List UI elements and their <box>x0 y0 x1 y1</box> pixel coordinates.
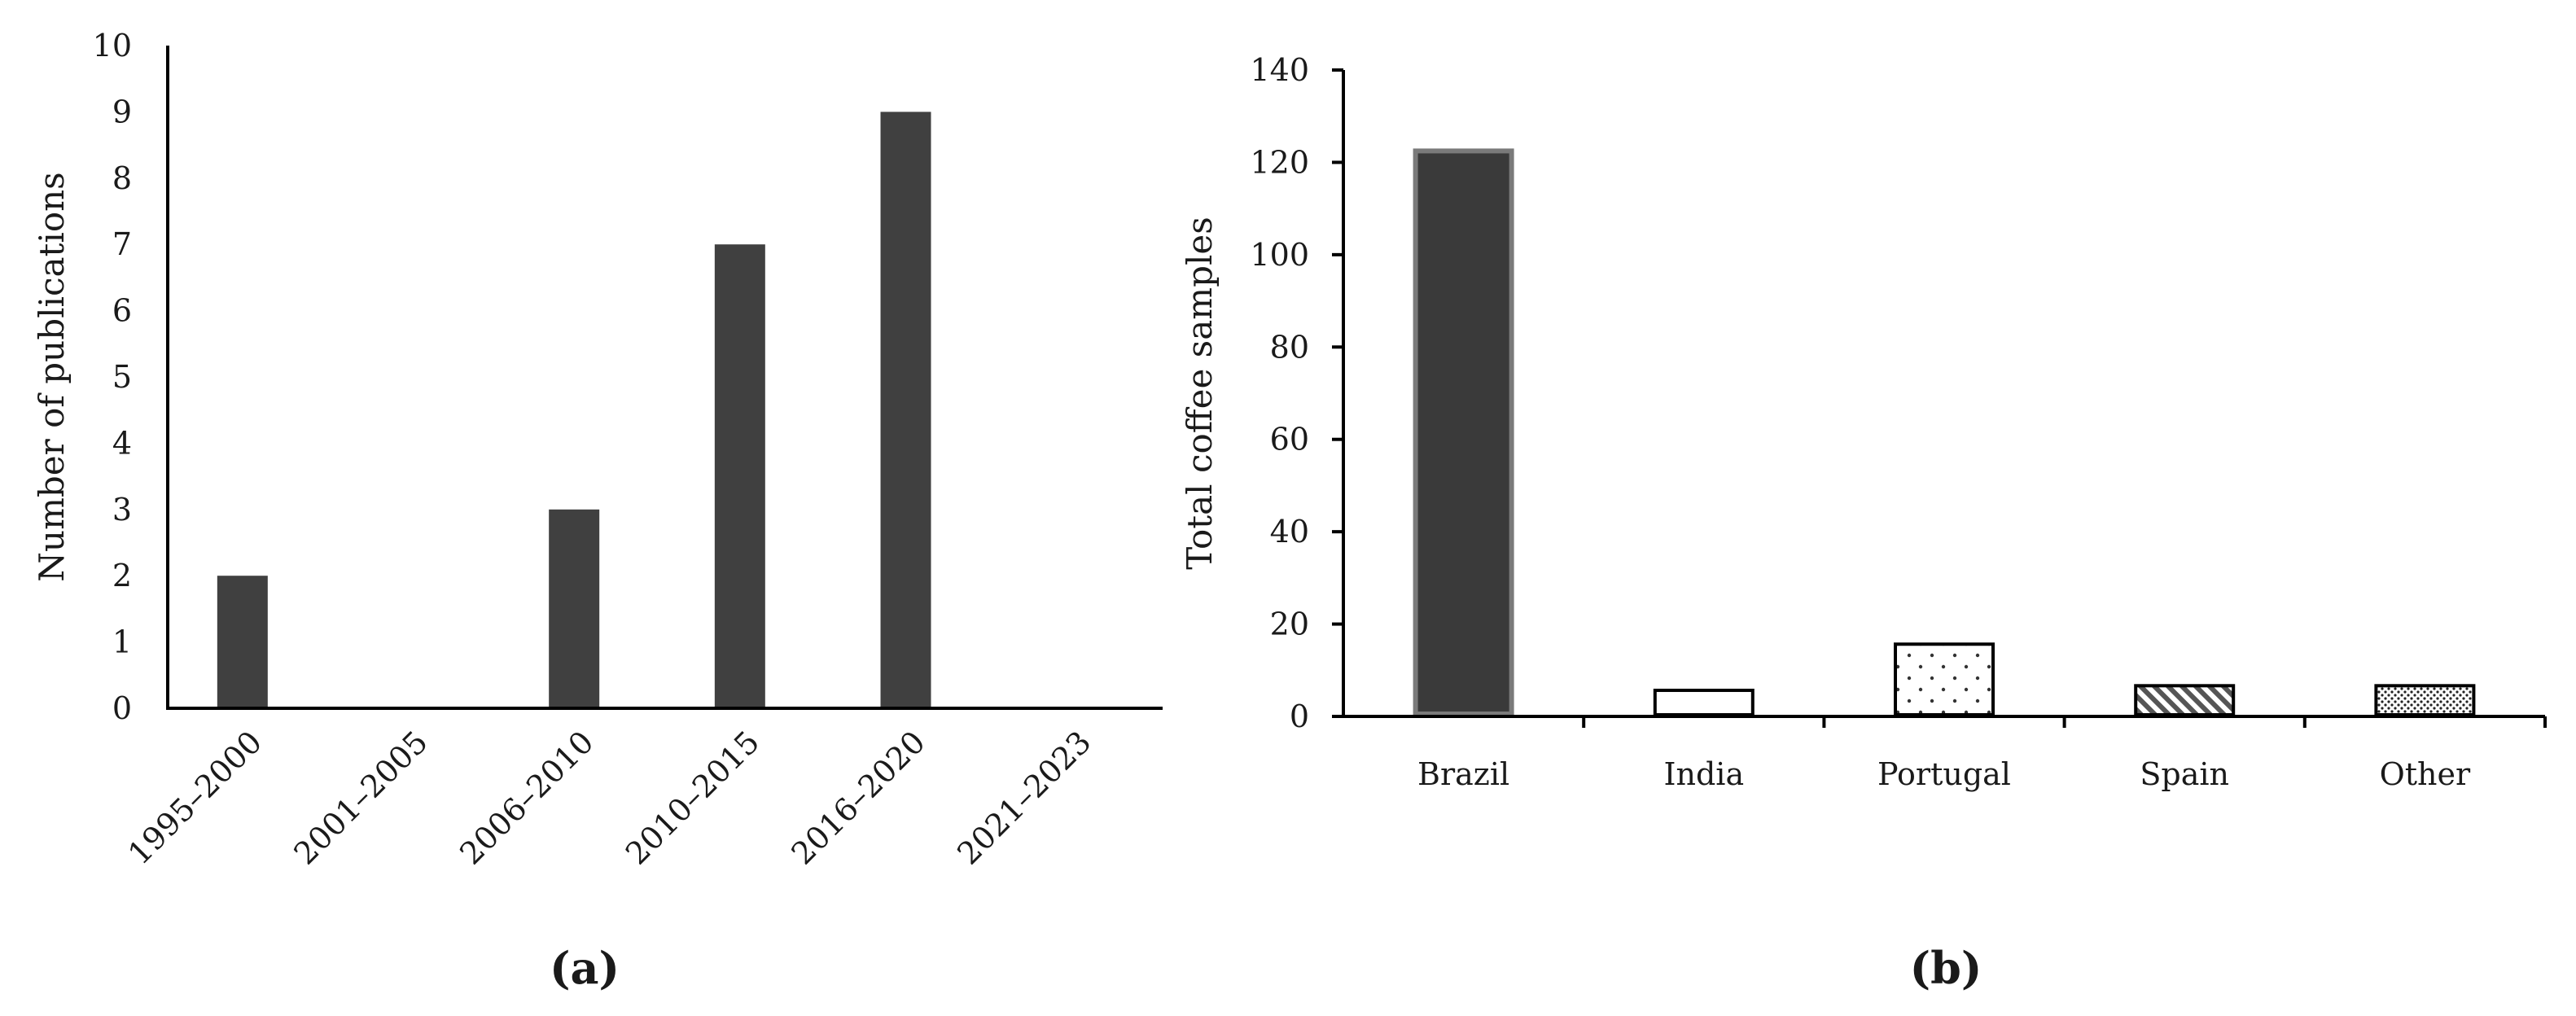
chart-b-y-axis-label: Total coffee samples <box>1180 217 1220 570</box>
chart-b-y-tick-label: 60 <box>1270 422 1309 458</box>
chart-b-y-tick-label: 40 <box>1270 514 1309 550</box>
chart-a-y-tick-label: 5 <box>112 359 132 395</box>
chart-a-x-tick-label: 2001–2005 <box>287 724 435 871</box>
chart-b-bar <box>1653 688 1755 717</box>
chart-a-y-tick-label: 10 <box>93 28 132 64</box>
chart-b-x-tick-label: Brazil <box>1417 756 1509 792</box>
chart-a-x-tick-label: 2016–2020 <box>785 724 932 871</box>
chart-a-y-ticks: 0 1 2 3 4 5 6 7 8 9 10 <box>93 28 132 726</box>
chart-a-bar <box>217 576 268 708</box>
chart-b-bar <box>1894 642 1995 716</box>
chart-a: 0 1 2 3 4 5 6 7 8 9 10 1995–2000 2001–2005 2006–2010… <box>32 28 1163 994</box>
chart-b: 0 20 40 60 80 100 120 140 Brazil India Portugal Sp… <box>1180 52 2547 994</box>
chart-b-bars <box>1413 148 2476 717</box>
chart-b-y-tick-label: 120 <box>1250 144 1309 180</box>
chart-a-panel-label: (a) <box>550 942 620 994</box>
chart-b-x-tick-label: Portugal <box>1877 756 2011 792</box>
chart-b-y-tick-label: 0 <box>1290 698 1309 734</box>
chart-a-x-tick-label: 2010–2015 <box>619 724 766 871</box>
chart-a-y-tick-label: 9 <box>112 94 132 129</box>
chart-a-x-ticks: 1995–2000 2001–2005 2006–2010 2010–2015 2016… <box>121 724 1098 871</box>
chart-a-bar <box>880 112 931 708</box>
chart-b-x-ticks: Brazil India Portugal Spain Other <box>1417 756 2471 792</box>
chart-b-y-tick-label: 100 <box>1250 237 1309 273</box>
chart-b-y-tick-label: 20 <box>1270 607 1309 642</box>
chart-b-bar <box>2374 684 2476 716</box>
chart-a-y-tick-label: 4 <box>112 425 132 461</box>
chart-a-y-tick-label: 7 <box>112 226 132 262</box>
chart-a-y-tick-label: 6 <box>112 293 132 329</box>
chart-a-y-tick-label: 2 <box>112 558 132 593</box>
chart-b-bar <box>2134 684 2236 716</box>
chart-a-y-tick-label: 0 <box>112 690 132 726</box>
chart-a-x-tick-label: 2006–2010 <box>453 724 600 871</box>
chart-a-bar <box>549 509 600 708</box>
chart-b-y-tick-label: 80 <box>1270 329 1309 365</box>
chart-a-y-tick-label: 1 <box>112 624 132 660</box>
chart-b-x-tick-label: Other <box>2380 756 2471 792</box>
chart-a-y-axis-label: Number of publications <box>32 172 72 581</box>
chart-b-y-ticks: 0 20 40 60 80 100 120 140 <box>1250 52 1343 734</box>
chart-b-y-tick-label: 140 <box>1250 52 1309 88</box>
chart-a-x-tick-label: 2021–2023 <box>950 724 1097 871</box>
chart-a-bar <box>714 244 765 708</box>
chart-a-bars <box>217 112 931 708</box>
chart-a-y-tick-label: 3 <box>112 492 132 528</box>
chart-b-bar <box>1413 148 1514 716</box>
chart-b-category-separators <box>1582 716 2547 728</box>
chart-a-y-tick-label: 8 <box>112 160 132 196</box>
chart-b-x-tick-label: India <box>1663 756 1744 792</box>
chart-a-x-tick-label: 1995–2000 <box>121 724 269 871</box>
chart-b-panel-label: (b) <box>1910 942 1982 994</box>
chart-b-x-tick-label: Spain <box>2140 756 2229 792</box>
